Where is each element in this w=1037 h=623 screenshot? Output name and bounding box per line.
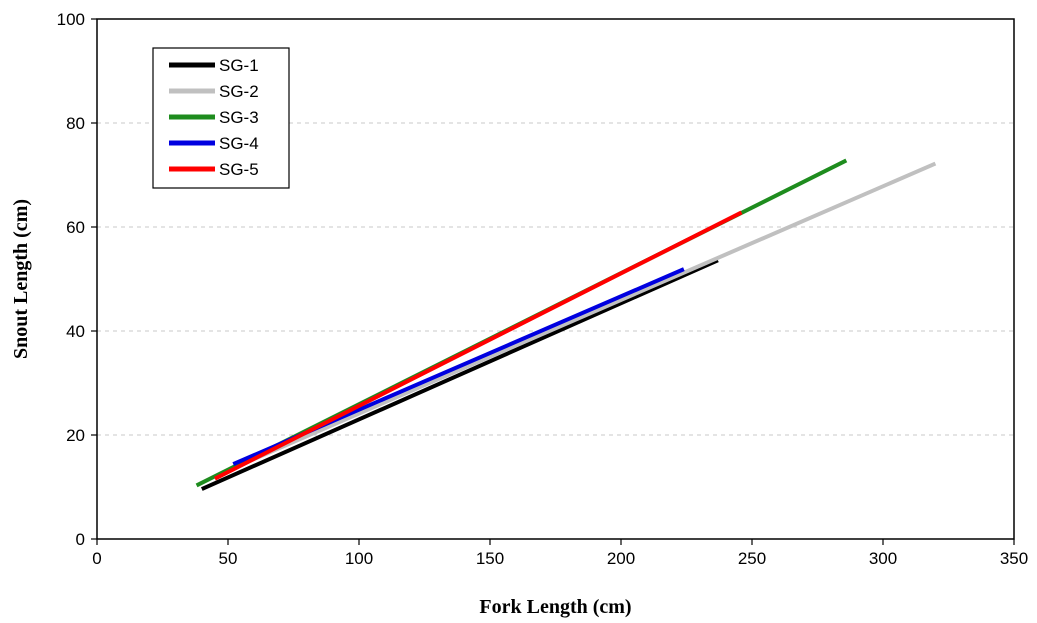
y-tick-label: 100 <box>57 10 85 29</box>
series-line-sg-2 <box>227 161 937 473</box>
legend: SG-1 SG-2 SG-3 SG-4 SG-5 <box>152 47 290 189</box>
x-tick-label: 250 <box>738 549 766 568</box>
x-tick-label: 300 <box>869 549 897 568</box>
y-axis-ticks: 0 20 40 60 80 100 <box>57 10 97 549</box>
y-tick-label: 60 <box>66 218 85 237</box>
legend-label: SG-4 <box>219 134 259 153</box>
y-tick-label: 40 <box>66 322 85 341</box>
plot-area <box>96 18 1015 540</box>
x-tick-label: 150 <box>476 549 504 568</box>
y-tick-label: 80 <box>66 114 85 133</box>
x-tick-label: 50 <box>219 549 238 568</box>
x-tick-label: 0 <box>92 549 101 568</box>
x-tick-label: 200 <box>607 549 635 568</box>
series-line-sg-5 <box>213 210 743 481</box>
y-tick-label: 20 <box>66 426 85 445</box>
legend-label: SG-1 <box>219 56 259 75</box>
y-axis-title: Snout Length (cm) <box>10 199 32 359</box>
legend-label: SG-5 <box>219 160 259 179</box>
legend-label: SG-3 <box>219 108 259 127</box>
x-axis-ticks: 0 50 100 150 200 250 300 350 <box>92 539 1028 568</box>
series-line-sg-1 <box>200 258 719 491</box>
x-tick-label: 100 <box>345 549 373 568</box>
series-lines <box>195 158 937 491</box>
y-tick-label: 0 <box>76 530 85 549</box>
legend-label: SG-2 <box>219 82 259 101</box>
x-axis-title: Fork Length (cm) <box>479 596 631 618</box>
x-tick-label: 350 <box>1000 549 1028 568</box>
